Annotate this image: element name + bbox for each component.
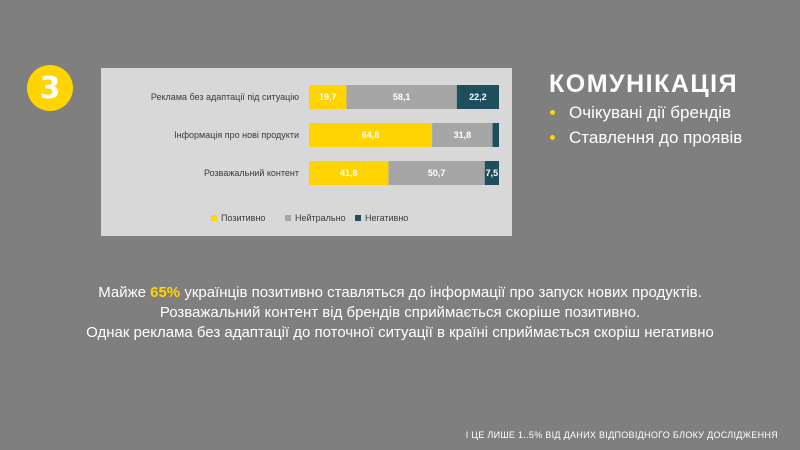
stacked-bar-chart: Реклама без адаптації під ситуацію 19,7 58…: [101, 68, 512, 236]
section-title: КОМУНІКАЦІЯ: [549, 70, 739, 98]
bullet-text: Ставлення до проявів: [569, 128, 743, 147]
summary-line-2: Розважальний контент від брендів сприйма…: [159, 304, 641, 321]
bar-segment: [309, 123, 433, 147]
bullet-dot-icon: [550, 110, 555, 115]
legend-swatch: [355, 215, 361, 221]
bar-segment: [309, 161, 389, 185]
bullet-item: Ставлення до проявів: [550, 125, 742, 150]
legend-label: Негативно: [365, 213, 408, 223]
summary-line-1-end: українців позитивно ставляться до інформ…: [180, 284, 702, 301]
category-label: Інформація про нові продукти: [174, 130, 299, 140]
data-label: 64,8: [362, 130, 380, 140]
legend-swatch: [285, 215, 291, 221]
data-label: 31,8: [454, 130, 472, 140]
bullet-item: Очікувані дії брендів: [550, 100, 742, 125]
summary-line-1-start: Майже: [98, 284, 151, 301]
data-label: 7,5: [486, 168, 499, 178]
category-label: Розважальний контент: [204, 168, 299, 178]
category-label: Реклама без адаптації під ситуацію: [151, 92, 299, 102]
section-number: 3: [39, 70, 61, 106]
section-bullets: Очікувані дії брендів Ставлення до прояв…: [550, 100, 742, 150]
bar-segment: [456, 85, 499, 109]
footer-note: І ЦЕ ЛИШЕ 1..5% ВІД ДАНИХ ВІДПОВІДНОГО Б…: [465, 430, 778, 440]
legend-label: Позитивно: [221, 213, 265, 223]
data-label: 41,8: [340, 168, 358, 178]
data-label: 58,1: [393, 92, 411, 102]
bar-segment: [388, 161, 485, 185]
data-label: 22,2: [469, 92, 487, 102]
bar-segment: [484, 161, 499, 185]
bullet-dot-icon: [550, 135, 555, 140]
bullet-text: Очікувані дії брендів: [569, 103, 732, 122]
data-label: 19,7: [319, 92, 337, 102]
bar-segment: [432, 123, 493, 147]
chart-svg: Реклама без адаптації під ситуацію 19,7 58…: [151, 85, 499, 223]
section-number-badge: 3: [27, 65, 73, 111]
data-label: 50,7: [428, 168, 446, 178]
summary-line-3: Однак реклама без адаптації до поточної …: [86, 324, 714, 341]
highlight-percent: 65%: [150, 284, 181, 301]
legend-label: Нейтрально: [295, 213, 346, 223]
summary-line-1: Майже 65% українців позитивно ставляться…: [0, 283, 800, 303]
summary-text: Майже 65% українців позитивно ставляться…: [0, 283, 800, 343]
legend-swatch: [211, 215, 217, 221]
bar-segment: [309, 85, 347, 109]
bar-segment: [492, 123, 499, 147]
bar-segment: [346, 85, 457, 109]
